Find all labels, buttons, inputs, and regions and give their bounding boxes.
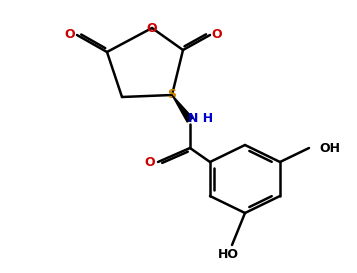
Text: OH: OH <box>319 141 340 155</box>
Text: O: O <box>145 156 155 170</box>
Text: HO: HO <box>217 248 238 260</box>
Polygon shape <box>172 95 193 122</box>
Text: N H: N H <box>188 112 213 126</box>
Text: O: O <box>147 22 157 34</box>
Text: S: S <box>167 88 176 102</box>
Text: O: O <box>65 28 75 41</box>
Text: O: O <box>212 28 222 41</box>
